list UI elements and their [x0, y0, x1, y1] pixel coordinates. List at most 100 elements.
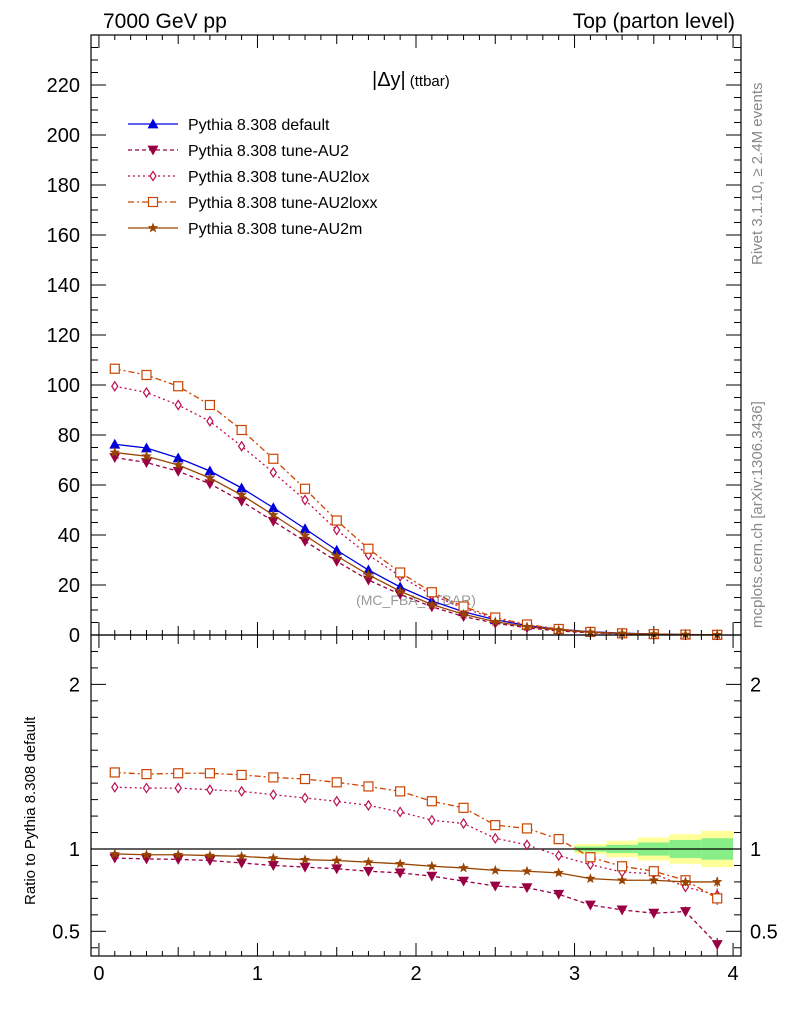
- series-line-AU2: [114, 456, 718, 636]
- data-point-AU2m: [172, 459, 184, 470]
- main-series-group: [109, 363, 723, 641]
- data-point-default: [299, 523, 311, 534]
- ratio-point-AU2lox: [491, 832, 499, 844]
- ratio-y-tick-label-right: 0.5: [750, 921, 778, 943]
- ratio-point-AU2m: [616, 874, 628, 885]
- legend-label: Pythia 8.308 tune-AU2: [188, 143, 349, 160]
- data-point-default: [267, 502, 279, 513]
- ratio-point-AU2loxx: [268, 772, 279, 783]
- ratio-point-AU2: [711, 940, 723, 950]
- data-point-AU2lox: [301, 494, 309, 506]
- ratio-point-AU2m: [236, 850, 247, 861]
- legend-marker: [147, 145, 159, 156]
- ratio-point-AU2m: [268, 852, 279, 863]
- data-point-AU2lox: [206, 415, 214, 427]
- data-point-AU2m: [521, 621, 533, 632]
- ratio-point-AU2lox: [269, 789, 278, 801]
- ratio-point-AU2: [489, 881, 501, 892]
- ratio-point-AU2: [458, 876, 470, 887]
- main-y-tick-label: 180: [47, 175, 80, 197]
- series-default: [109, 438, 723, 640]
- legend-label: Pythia 8.308 tune-AU2loxx: [188, 195, 377, 212]
- main-y-tick-label: 80: [58, 425, 80, 447]
- data-point-AU2loxx: [109, 363, 120, 374]
- legend-entry-AU2lox: Pythia 8.308 tune-AU2lox: [128, 169, 369, 186]
- ratio-point-AU2loxx: [458, 802, 469, 813]
- data-point-AU2loxx: [395, 567, 406, 578]
- ratio-point-AU2m: [172, 849, 184, 860]
- ratio-point-AU2: [521, 883, 533, 894]
- legend-marker: [149, 170, 157, 182]
- ratio-point-AU2loxx: [395, 786, 406, 797]
- data-point-AU2m: [299, 530, 311, 540]
- data-point-default: [172, 452, 184, 463]
- ratio-point-AU2loxx: [173, 768, 184, 779]
- legend-entry-AU2: Pythia 8.308 tune-AU2: [128, 143, 349, 160]
- ratio-point-AU2: [680, 907, 692, 918]
- ratio-point-AU2: [616, 905, 628, 916]
- data-point-AU2m: [616, 627, 628, 638]
- ratio-line-AU2m: [114, 853, 718, 883]
- ratio-point-AU2m: [363, 856, 374, 867]
- data-point-AU2lox: [237, 440, 246, 452]
- header-right-label: Top (parton level): [573, 10, 735, 33]
- ratio-y-tick-label-right: 2: [750, 674, 761, 696]
- data-point-AU2loxx: [173, 381, 184, 392]
- ratio-point-AU2m: [458, 862, 469, 873]
- ratio-point-AU2loxx: [141, 768, 152, 780]
- ratio-point-AU2: [267, 861, 279, 871]
- data-point-AU2m: [458, 608, 469, 619]
- ratio-point-AU2m: [648, 874, 660, 885]
- ratio-point-AU2lox: [523, 839, 531, 851]
- data-point-AU2m: [331, 550, 342, 561]
- ratio-series-AU2m: [109, 848, 723, 887]
- ratio-y-tick-label-right: 1: [750, 839, 761, 861]
- ratio-point-AU2m: [426, 860, 438, 871]
- legend-label: Pythia 8.308 tune-AU2m: [188, 221, 362, 238]
- ratio-point-AU2lox: [459, 817, 468, 830]
- ratio-point-AU2lox: [428, 814, 436, 826]
- data-point-AU2m: [490, 616, 501, 627]
- ratio-point-AU2m: [394, 858, 406, 869]
- data-point-AU2m: [680, 629, 691, 640]
- ratio-point-AU2lox: [364, 799, 373, 811]
- ratio-point-AU2m: [331, 855, 342, 865]
- ratio-point-AU2: [553, 889, 565, 900]
- data-point-AU2: [236, 496, 248, 507]
- data-point-AU2m: [268, 509, 279, 520]
- ratio-y-axis-label: Ratio to Pythia 8.308 default: [22, 716, 39, 905]
- ratio-line-AU2lox: [114, 786, 718, 896]
- data-point-AU2m: [236, 489, 247, 500]
- ratio-point-AU2: [426, 871, 438, 882]
- legend-marker: [147, 118, 159, 129]
- ratio-point-AU2lox: [554, 850, 563, 862]
- ratio-point-AU2m: [711, 876, 723, 887]
- mcplots-label: mcplots.cern.ch [arXiv:1306.3436]: [749, 401, 766, 628]
- ratio-series-group: [109, 767, 723, 952]
- legend-label: Pythia 8.308 default: [188, 117, 330, 134]
- legend: Pythia 8.308 default Pythia 8.308 tune-AU…: [128, 117, 377, 238]
- x-tick-labels: 0 1 2 3 4: [93, 963, 738, 985]
- ratio-point-AU2loxx: [553, 834, 564, 845]
- data-point-AU2lox: [333, 524, 341, 536]
- legend-marker: [147, 196, 159, 208]
- data-point-AU2m: [553, 624, 564, 635]
- data-point-AU2m: [109, 447, 121, 457]
- series-AU2m: [109, 447, 723, 640]
- ratio-panel: 0.5 0.5 1 1 2 2 Ratio to Pythia 8.308 default…: [22, 634, 778, 985]
- data-point-AU2loxx: [331, 515, 342, 526]
- rivet-version-label: Rivet 3.1.10, ≥ 2.4M events: [749, 83, 766, 266]
- data-point-AU2m: [426, 599, 438, 609]
- ratio-point-AU2lox: [586, 859, 595, 871]
- data-point-AU2loxx: [363, 543, 374, 554]
- data-point-AU2loxx: [299, 483, 311, 494]
- ratio-point-AU2loxx: [712, 893, 723, 904]
- main-y-tick-label: 160: [47, 225, 80, 247]
- data-point-AU2loxx: [426, 587, 437, 598]
- series-AU2: [109, 453, 723, 641]
- ratio-point-AU2m: [521, 865, 533, 876]
- plot-title-sub: (ttbar): [410, 73, 450, 90]
- ratio-point-AU2m: [553, 867, 564, 878]
